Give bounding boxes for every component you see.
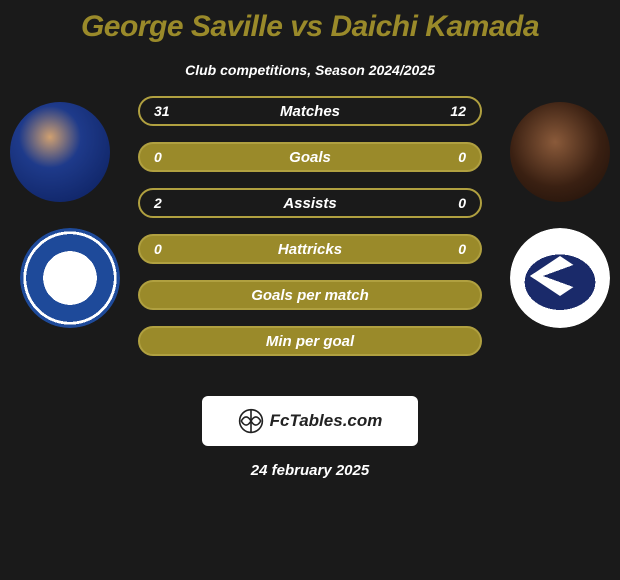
player-left-avatar xyxy=(10,102,110,202)
stat-row-hattricks: 0 Hattricks 0 xyxy=(138,234,482,264)
stat-label: Goals per match xyxy=(251,287,369,304)
date-text: 24 february 2025 xyxy=(0,462,620,479)
stat-right-value: 12 xyxy=(450,103,466,119)
stat-left-value: 31 xyxy=(154,103,170,119)
club-left-badge xyxy=(20,228,120,328)
stat-bars: 31 Matches 12 0 Goals 0 2 Assists 0 0 Ha… xyxy=(138,96,482,372)
stat-row-goals: 0 Goals 0 xyxy=(138,142,482,172)
stat-label: Hattricks xyxy=(278,241,342,258)
stat-row-assists: 2 Assists 0 xyxy=(138,188,482,218)
player-right-avatar xyxy=(510,102,610,202)
stat-label: Min per goal xyxy=(266,333,354,350)
stat-row-min-per-goal: Min per goal xyxy=(138,326,482,356)
club-right-badge xyxy=(510,228,610,328)
stat-right-value: 0 xyxy=(458,195,466,211)
footer-brand-badge: FcTables.com xyxy=(202,396,418,446)
stat-label: Matches xyxy=(280,103,340,120)
fctables-logo-icon xyxy=(238,408,264,434)
stat-label: Assists xyxy=(283,195,336,212)
club-left-badge-art xyxy=(20,228,120,328)
stat-row-matches: 31 Matches 12 xyxy=(138,96,482,126)
stat-row-goals-per-match: Goals per match xyxy=(138,280,482,310)
subtitle: Club competitions, Season 2024/2025 xyxy=(0,62,620,78)
comparison-panel: 31 Matches 12 0 Goals 0 2 Assists 0 0 Ha… xyxy=(0,102,620,382)
stat-left-value: 0 xyxy=(154,241,162,257)
page-title: George Saville vs Daichi Kamada xyxy=(0,0,620,44)
stat-right-value: 0 xyxy=(458,149,466,165)
stat-left-value: 0 xyxy=(154,149,162,165)
club-right-badge-art xyxy=(510,228,610,328)
stat-label: Goals xyxy=(289,149,331,166)
footer-brand-text: FcTables.com xyxy=(270,411,383,431)
stat-left-value: 2 xyxy=(154,195,162,211)
stat-right-value: 0 xyxy=(458,241,466,257)
